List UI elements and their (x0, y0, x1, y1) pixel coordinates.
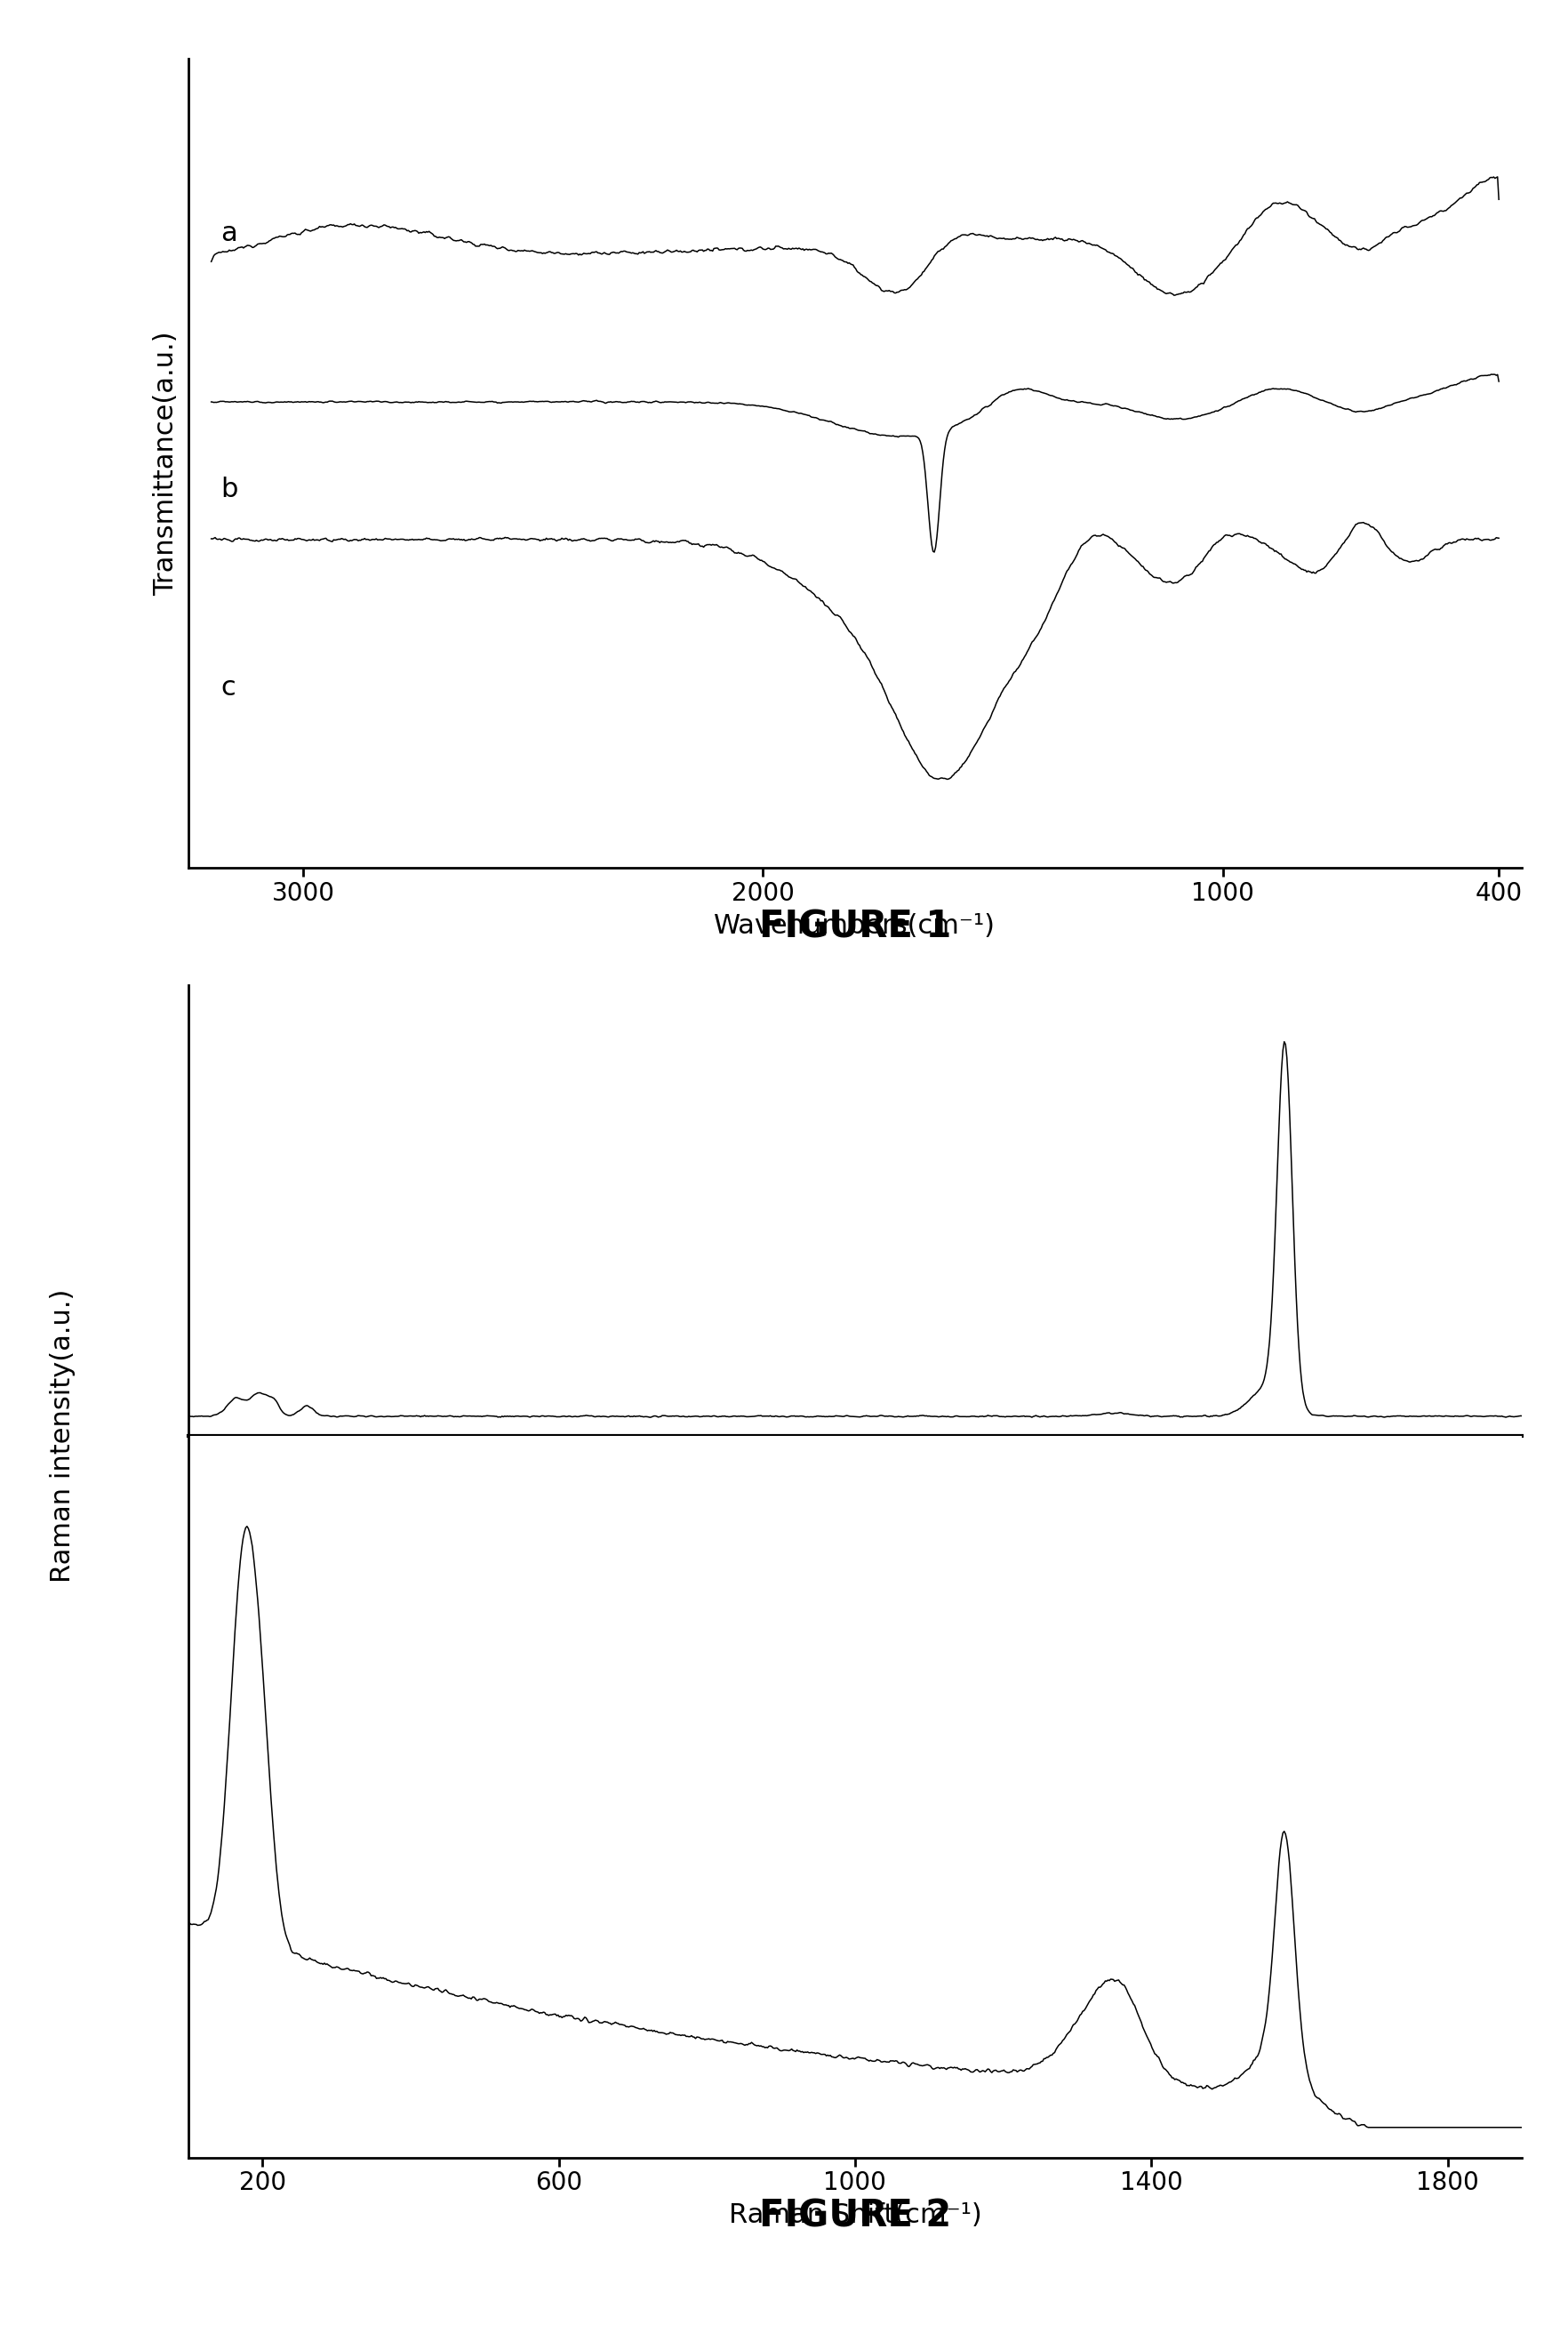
Text: b: b (221, 476, 237, 502)
Text: a: a (221, 219, 237, 245)
Y-axis label: Transmittance(a.u.): Transmittance(a.u.) (152, 331, 179, 595)
X-axis label: Wavenumbers(cm⁻¹): Wavenumbers(cm⁻¹) (713, 915, 996, 940)
Text: c: c (221, 674, 235, 700)
X-axis label: Raman Shift(cm⁻¹): Raman Shift(cm⁻¹) (728, 2202, 982, 2228)
Text: FIGURE 2: FIGURE 2 (759, 2198, 950, 2235)
Text: FIGURE 1: FIGURE 1 (759, 908, 950, 945)
Text: Raman intensity(a.u.): Raman intensity(a.u.) (50, 1290, 75, 1584)
